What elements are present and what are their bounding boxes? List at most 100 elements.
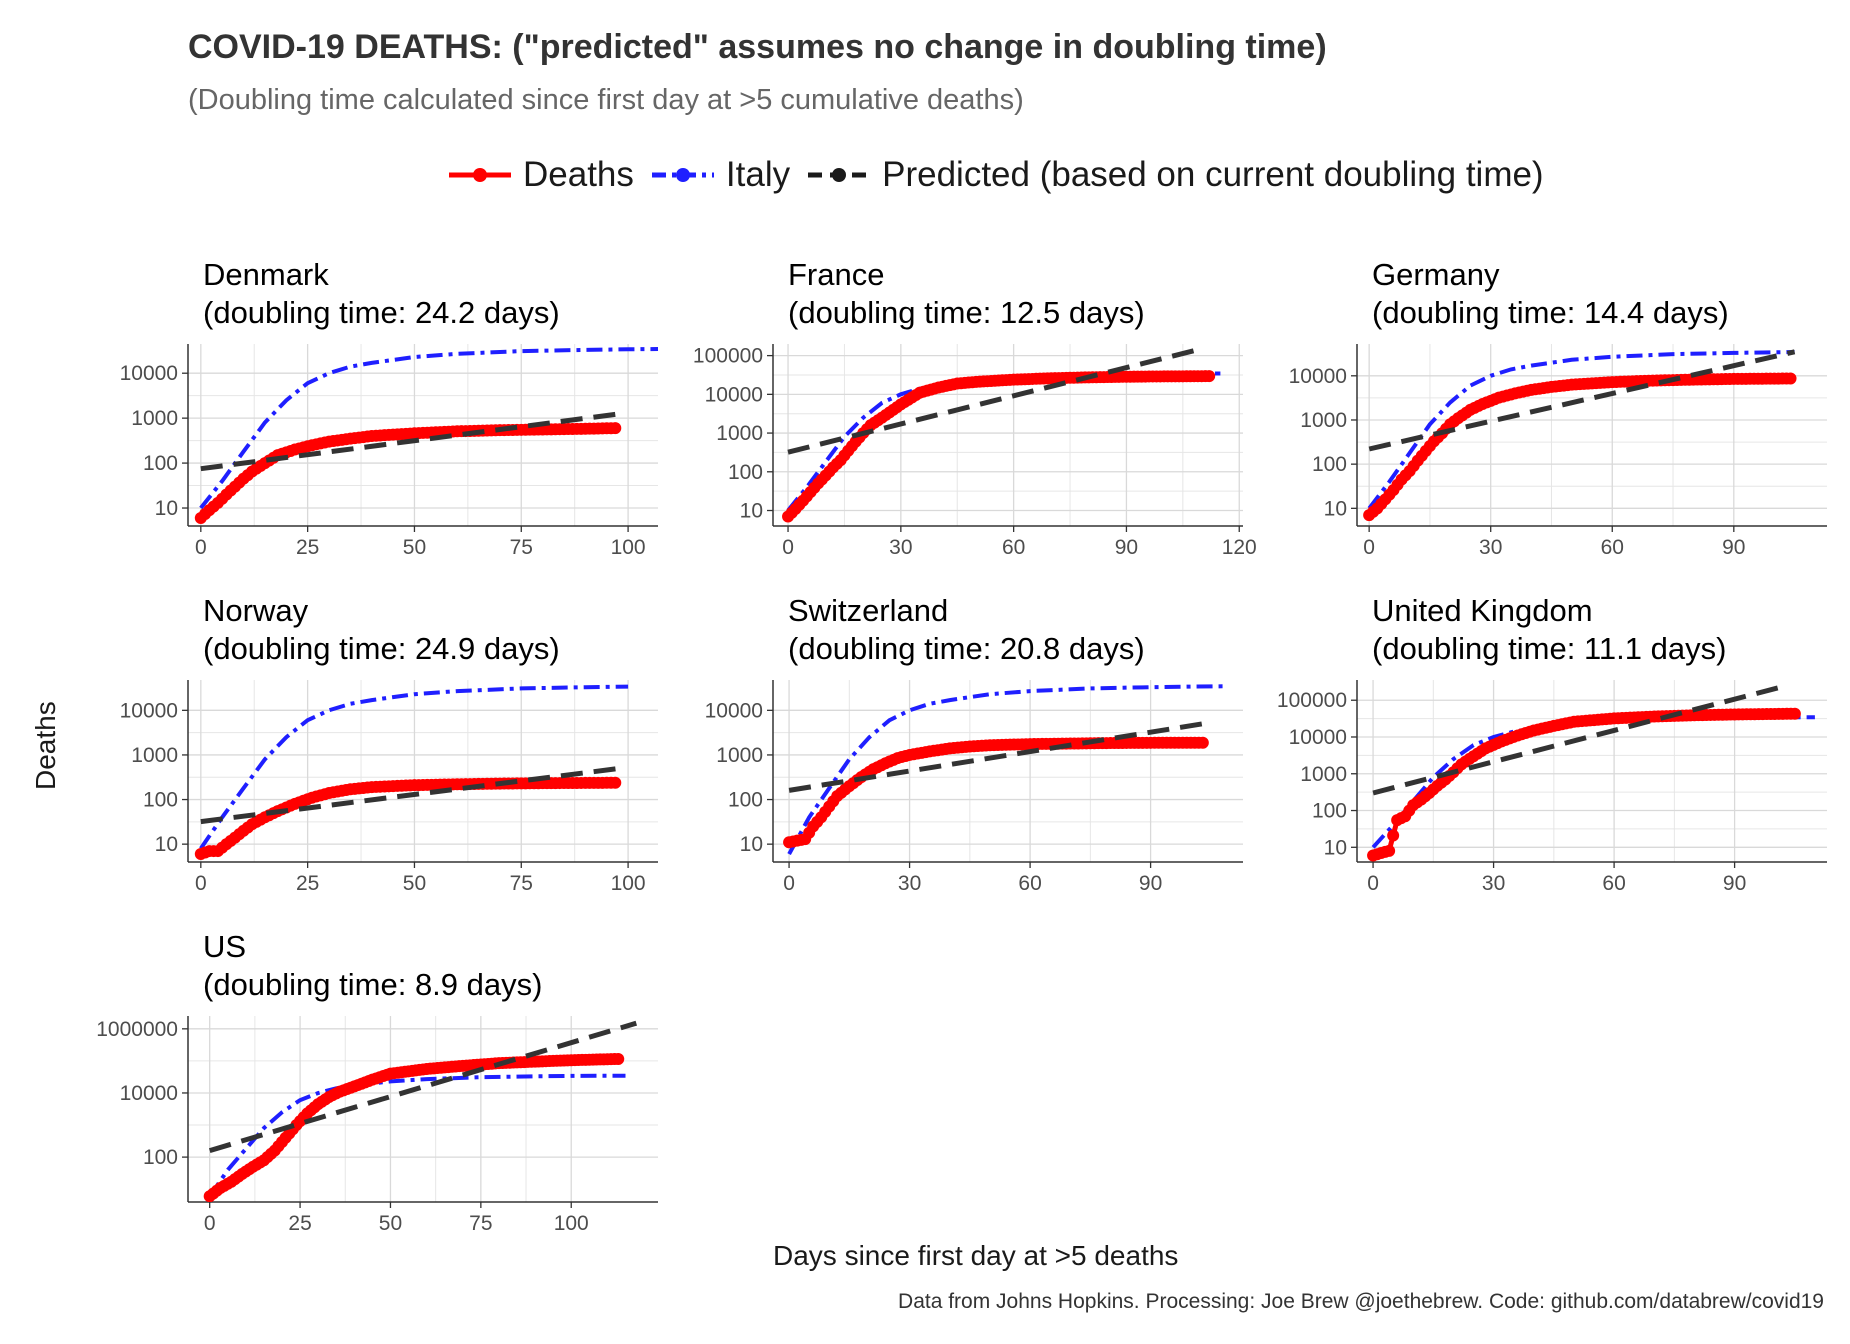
x-tick-label: 50 (403, 536, 426, 559)
predicted-line (1372, 683, 1788, 796)
predicted-line (788, 721, 1204, 793)
x-tick-label: 75 (510, 872, 533, 895)
x-tick-label: 0 (782, 536, 794, 559)
italy-line (199, 684, 629, 850)
panel-us: 0 25 50 75 100 100 10000 1000000 (96, 1016, 658, 1235)
y-tick-label: 10 (740, 833, 763, 856)
y-tick-label: 1000 (1300, 763, 1347, 786)
panel-title-line2: (doubling time: 8.9 days) (203, 967, 543, 1002)
predicted-line (200, 411, 620, 472)
y-tick-label: 1000 (131, 744, 178, 767)
legend: Deaths Italy Predicted (based on current… (445, 155, 1558, 195)
series-group (782, 346, 1221, 523)
x-tick-label: 100 (554, 1212, 589, 1235)
panel-united-kingdom: 0 30 60 90 10 100 1000 10000 100000 (1277, 680, 1827, 895)
panel-switzerland: 0 30 60 90 10 100 1000 10000 (705, 680, 1243, 895)
minor-grid (1357, 344, 1827, 526)
panel-title-line2: (doubling time: 14.4 days) (1372, 295, 1729, 330)
y-tick-label: 10000 (120, 362, 178, 385)
major-grid (773, 344, 1243, 526)
panel-title-line1: Switzerland (788, 593, 949, 628)
y-tick-label: 10000 (705, 383, 763, 406)
y-tick-label: 100000 (1277, 689, 1347, 712)
y-tick-label: 1000000 (96, 1018, 178, 1041)
x-tick-label: 25 (296, 536, 319, 559)
y-tick-label: 100 (143, 452, 178, 475)
minor-grid (188, 1016, 658, 1202)
panel-title-line2: (doubling time: 20.8 days) (788, 631, 1145, 666)
y-tick-label: 1000 (716, 422, 763, 445)
x-tick-label: 90 (1115, 536, 1138, 559)
predicted-line (1368, 349, 1796, 452)
x-tick-label: 60 (1601, 536, 1624, 559)
panel-title-norway: Norway (doubling time: 24.9 days) (203, 592, 560, 668)
predicted-line (208, 1020, 638, 1153)
x-tick-label: 30 (1482, 872, 1505, 895)
legend-item-deaths: Deaths (445, 155, 634, 195)
y-tick-label: 10000 (120, 1082, 178, 1105)
y-tick-label: 100000 (693, 345, 763, 368)
panel-denmark: 0 25 50 75 100 10 100 1000 10000 (120, 344, 659, 559)
y-tick-label: 10 (1324, 836, 1347, 859)
x-tick-label: 0 (195, 536, 207, 559)
chart-subtitle: (Doubling time calculated since first da… (188, 84, 1024, 116)
y-tick-label: 10 (155, 833, 178, 856)
series-group (194, 684, 629, 861)
deaths-point (1383, 844, 1396, 857)
y-tick-label: 100 (728, 461, 763, 484)
y-tick-label: 1000 (131, 407, 178, 430)
panel-title-line1: Denmark (203, 257, 329, 292)
legend-item-predicted: Predicted (based on current doubling tim… (804, 155, 1544, 195)
x-tick-label: 75 (510, 536, 533, 559)
minor-grid (1357, 680, 1827, 862)
x-tick-label: 30 (1479, 536, 1502, 559)
panel-france: 0 30 60 90 120 10 100 1000 10000 100000 (693, 344, 1257, 559)
panel-title-germany: Germany (doubling time: 14.4 days) (1372, 256, 1729, 332)
legend-key-deaths (449, 168, 511, 182)
panel-title-us: US (doubling time: 8.9 days) (203, 928, 542, 1004)
x-tick-label: 90 (1723, 872, 1746, 895)
y-tick-label: 1000 (716, 744, 763, 767)
italy-line (787, 684, 1223, 856)
x-tick-label: 100 (611, 536, 646, 559)
x-tick-label: 60 (1002, 536, 1025, 559)
legend-label-italy: Italy (725, 155, 791, 194)
major-grid (188, 1016, 658, 1202)
y-tick-label: 100 (143, 1146, 178, 1169)
legend-item-italy: Italy (648, 155, 790, 195)
panel-title-line1: Germany (1372, 257, 1500, 292)
deaths-point (1387, 829, 1400, 842)
chart-title: COVID-19 DEATHS: ("predicted" assumes no… (188, 28, 1327, 66)
italy-line (199, 347, 659, 510)
predicted-line (200, 765, 620, 825)
series-group (783, 684, 1223, 856)
y-tick-label: 1000 (1300, 409, 1347, 432)
x-tick-label: 0 (195, 872, 207, 895)
x-tick-label: 100 (611, 872, 646, 895)
x-tick-label: 120 (1222, 536, 1257, 559)
x-tick-label: 50 (379, 1212, 402, 1235)
y-tick-label: 100 (728, 789, 763, 812)
panel-title-line2: (doubling time: 12.5 days) (788, 295, 1145, 330)
y-tick-label: 10000 (120, 699, 178, 722)
deaths-point (609, 776, 622, 789)
y-tick-label: 100 (143, 789, 178, 812)
y-tick-label: 10 (740, 500, 763, 523)
deaths-point (612, 1052, 625, 1065)
caption: Data from Johns Hopkins. Processing: Joe… (898, 1290, 1824, 1313)
panel-title-line1: US (203, 929, 247, 964)
x-tick-label: 60 (1018, 872, 1041, 895)
y-tick-label: 100 (1312, 800, 1347, 823)
italy-line (208, 1073, 626, 1198)
y-tick-label: 10 (155, 497, 178, 520)
legend-label-predicted: Predicted (based on current doubling tim… (882, 155, 1544, 194)
legend-label-deaths: Deaths (523, 155, 634, 194)
panel-title-line1: United Kingdom (1372, 593, 1593, 628)
deaths-point (1196, 736, 1209, 749)
x-axis-label: Days since first day at >5 deaths (773, 1240, 1179, 1271)
series-group (203, 1020, 638, 1202)
series-group (1363, 349, 1797, 522)
panel-title-line2: (doubling time: 11.1 days) (1372, 631, 1727, 666)
deaths-point (609, 422, 622, 435)
